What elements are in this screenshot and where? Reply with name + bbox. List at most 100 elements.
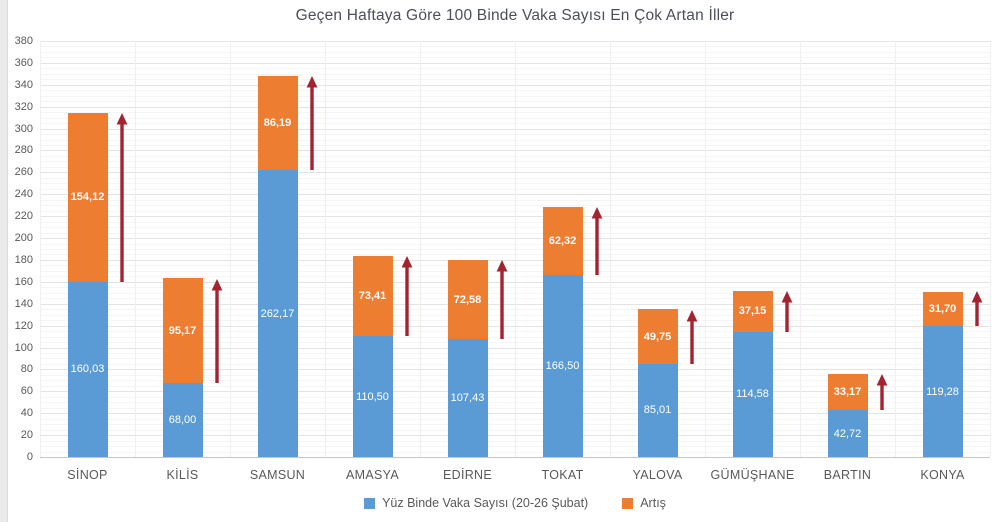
- y-tick-label: 120: [14, 320, 33, 332]
- segment-vaka-g-m-hane: 114,58: [732, 331, 773, 457]
- x-label-yalova: YALOVA: [632, 468, 683, 482]
- bar-tokat: 62,32 166,50: [542, 206, 583, 457]
- vertical-gridline: [800, 41, 801, 457]
- bar-samsun: 86,19 262,17: [257, 75, 298, 457]
- bar-bartin: 33,17 42,72: [827, 373, 868, 457]
- x-label-bartin: BARTIN: [823, 468, 872, 482]
- y-tick-label: 300: [14, 123, 33, 135]
- y-tick-label: 240: [14, 188, 33, 200]
- value-label: 68,00: [168, 413, 197, 426]
- value-label: 166,50: [545, 359, 580, 372]
- bar-konya: 31,70 119,28: [922, 291, 963, 457]
- increase-arrow-bartin: [876, 374, 887, 411]
- value-label: 110,50: [356, 390, 389, 403]
- bar-edi-rne: 72,58 107,43: [447, 259, 488, 457]
- value-label: 49,75: [643, 330, 672, 343]
- value-label: 37,15: [738, 305, 767, 318]
- segment-vaka-ki-li-s: 68,00: [162, 382, 203, 457]
- y-tick-label: 20: [20, 429, 33, 441]
- segment-artis-bartin: 33,17: [827, 373, 868, 411]
- segment-artis-ki-li-s: 95,17: [162, 278, 203, 383]
- segment-artis-g-m-hane: 37,15: [732, 290, 773, 332]
- value-label: 262,17: [260, 307, 295, 320]
- value-label: 107,43: [450, 392, 485, 405]
- bar-g-m-hane: 37,15 114,58: [732, 290, 773, 457]
- chart-title: Geçen Haftaya Göre 100 Binde Vaka Sayısı…: [295, 7, 735, 24]
- vertical-gridline: [40, 41, 41, 457]
- vertical-gridline: [325, 41, 326, 457]
- vertical-gridline: [895, 41, 896, 457]
- segment-vaka-bartin: 42,72: [827, 410, 868, 457]
- segment-artis-samsun: 86,19: [257, 75, 298, 170]
- increase-arrow-ki-li-s: [211, 278, 222, 383]
- value-label: 119,28: [926, 385, 959, 398]
- segment-vaka-amasya: 110,50: [352, 336, 393, 457]
- segment-vaka-edi-rne: 107,43: [447, 339, 488, 457]
- x-label-ki-li-s: KİLİS: [166, 468, 199, 482]
- increase-arrow-tokat: [591, 206, 602, 275]
- segment-artis-konya: 31,70: [922, 291, 963, 327]
- value-label: 73,41: [358, 289, 387, 302]
- increase-arrow-konya: [971, 291, 982, 327]
- y-tick-label: 140: [14, 298, 33, 310]
- legend-swatch-artis: [622, 497, 634, 509]
- bar-amasya: 73,41 110,50: [352, 255, 393, 457]
- increase-arrow-g-m-hane: [781, 290, 792, 332]
- y-tick-label: 360: [14, 57, 33, 69]
- x-label-edi-rne: EDİRNE: [442, 468, 493, 482]
- legend-item-vaka: Yüz Binde Vaka Sayısı (20-26 Şubat): [364, 496, 588, 510]
- y-tick-label: 380: [14, 35, 33, 47]
- increase-arrow-samsun: [306, 76, 317, 170]
- value-label: 72,58: [453, 293, 482, 306]
- segment-artis-si-nop: 154,12: [67, 113, 108, 282]
- segment-artis-edi-rne: 72,58: [447, 259, 488, 340]
- value-label: 154,12: [70, 191, 105, 204]
- y-tick-label: 280: [14, 144, 33, 156]
- segment-vaka-tokat: 166,50: [542, 274, 583, 457]
- increase-arrow-amasya: [401, 256, 412, 336]
- segment-vaka-konya: 119,28: [922, 326, 963, 457]
- y-tick-label: 180: [14, 254, 33, 266]
- x-axis-labels: SİNOP KİLİS SAMSUN AMASYA EDİRNE TOKAT YALOVA G…: [40, 468, 990, 486]
- increase-arrow-yalova: [686, 309, 697, 364]
- bar-si-nop: 154,12 160,03: [67, 113, 108, 457]
- increase-arrow-edi-rne: [496, 260, 507, 340]
- x-label-tokat: TOKAT: [541, 468, 584, 482]
- value-label: 62,32: [548, 234, 577, 247]
- bar-ki-li-s: 95,17 68,00: [162, 278, 203, 457]
- segment-artis-yalova: 49,75: [637, 309, 678, 364]
- legend: Yüz Binde Vaka Sayısı (20-26 Şubat) Artı…: [40, 496, 990, 510]
- y-tick-label: 100: [14, 342, 33, 354]
- vertical-gridline: [420, 41, 421, 457]
- y-tick-label: 320: [14, 101, 33, 113]
- x-label-samsun: SAMSUN: [249, 468, 306, 482]
- x-label-amasya: AMASYA: [346, 468, 399, 482]
- value-label: 114,58: [736, 388, 769, 401]
- vertical-gridline: [135, 41, 136, 457]
- value-label: 42,72: [833, 427, 862, 440]
- y-tick-label: 60: [20, 385, 33, 397]
- plot-area: 154,12 160,03 95,17 68,00 86,19 262,17 73,41 11…: [40, 41, 991, 458]
- y-tick-label: 260: [14, 166, 33, 178]
- y-tick-label: 160: [14, 276, 33, 288]
- segment-artis-tokat: 62,32: [542, 206, 583, 275]
- vertical-gridline: [990, 41, 991, 457]
- legend-item-artis: Artış: [622, 496, 666, 510]
- value-label: 95,17: [168, 324, 197, 337]
- vertical-gridline: [515, 41, 516, 457]
- increase-arrow-si-nop: [116, 112, 127, 282]
- y-tick-label: 80: [20, 363, 33, 375]
- window-edge-strip: [0, 0, 8, 522]
- x-label-konya: KONYA: [920, 468, 965, 482]
- legend-swatch-vaka: [364, 497, 376, 509]
- segment-artis-amasya: 73,41: [352, 255, 393, 336]
- y-tick-label: 40: [20, 407, 33, 419]
- value-label: 33,17: [833, 386, 862, 399]
- y-tick-label: 200: [14, 232, 33, 244]
- value-label: 86,19: [263, 116, 292, 129]
- y-tick-label: 0: [26, 451, 33, 463]
- vertical-gridline: [610, 41, 611, 457]
- x-axis-line: [40, 457, 990, 458]
- vertical-gridline: [705, 41, 706, 457]
- value-label: 85,01: [643, 404, 672, 417]
